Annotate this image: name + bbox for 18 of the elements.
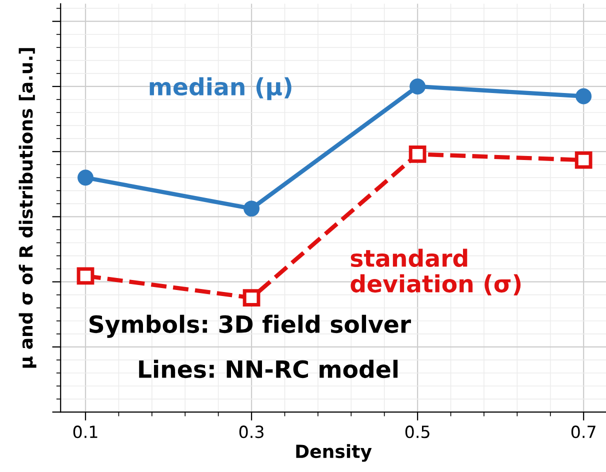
series-label: standard deviation (σ) xyxy=(350,248,521,296)
x-tick-label: 0.3 xyxy=(239,426,264,438)
point xyxy=(410,78,426,94)
point xyxy=(576,88,592,104)
annotation: Symbols: 3D field solver xyxy=(90,314,411,338)
point xyxy=(408,146,426,163)
point xyxy=(574,151,592,169)
x-tick-label: 0.1 xyxy=(73,426,98,438)
y-axis-title: μ and σ of R distributions [a.u.] xyxy=(18,48,36,368)
annotation: Lines: NN-RC model xyxy=(139,360,398,378)
text: median (μ) xyxy=(150,77,292,100)
x-tick-label: 0.5 xyxy=(405,426,430,438)
point xyxy=(78,170,94,186)
point xyxy=(242,289,260,306)
x-axis-title: Density xyxy=(296,444,372,462)
point xyxy=(244,200,260,217)
point xyxy=(76,267,94,285)
x-tick-label: 0.7 xyxy=(571,426,596,438)
